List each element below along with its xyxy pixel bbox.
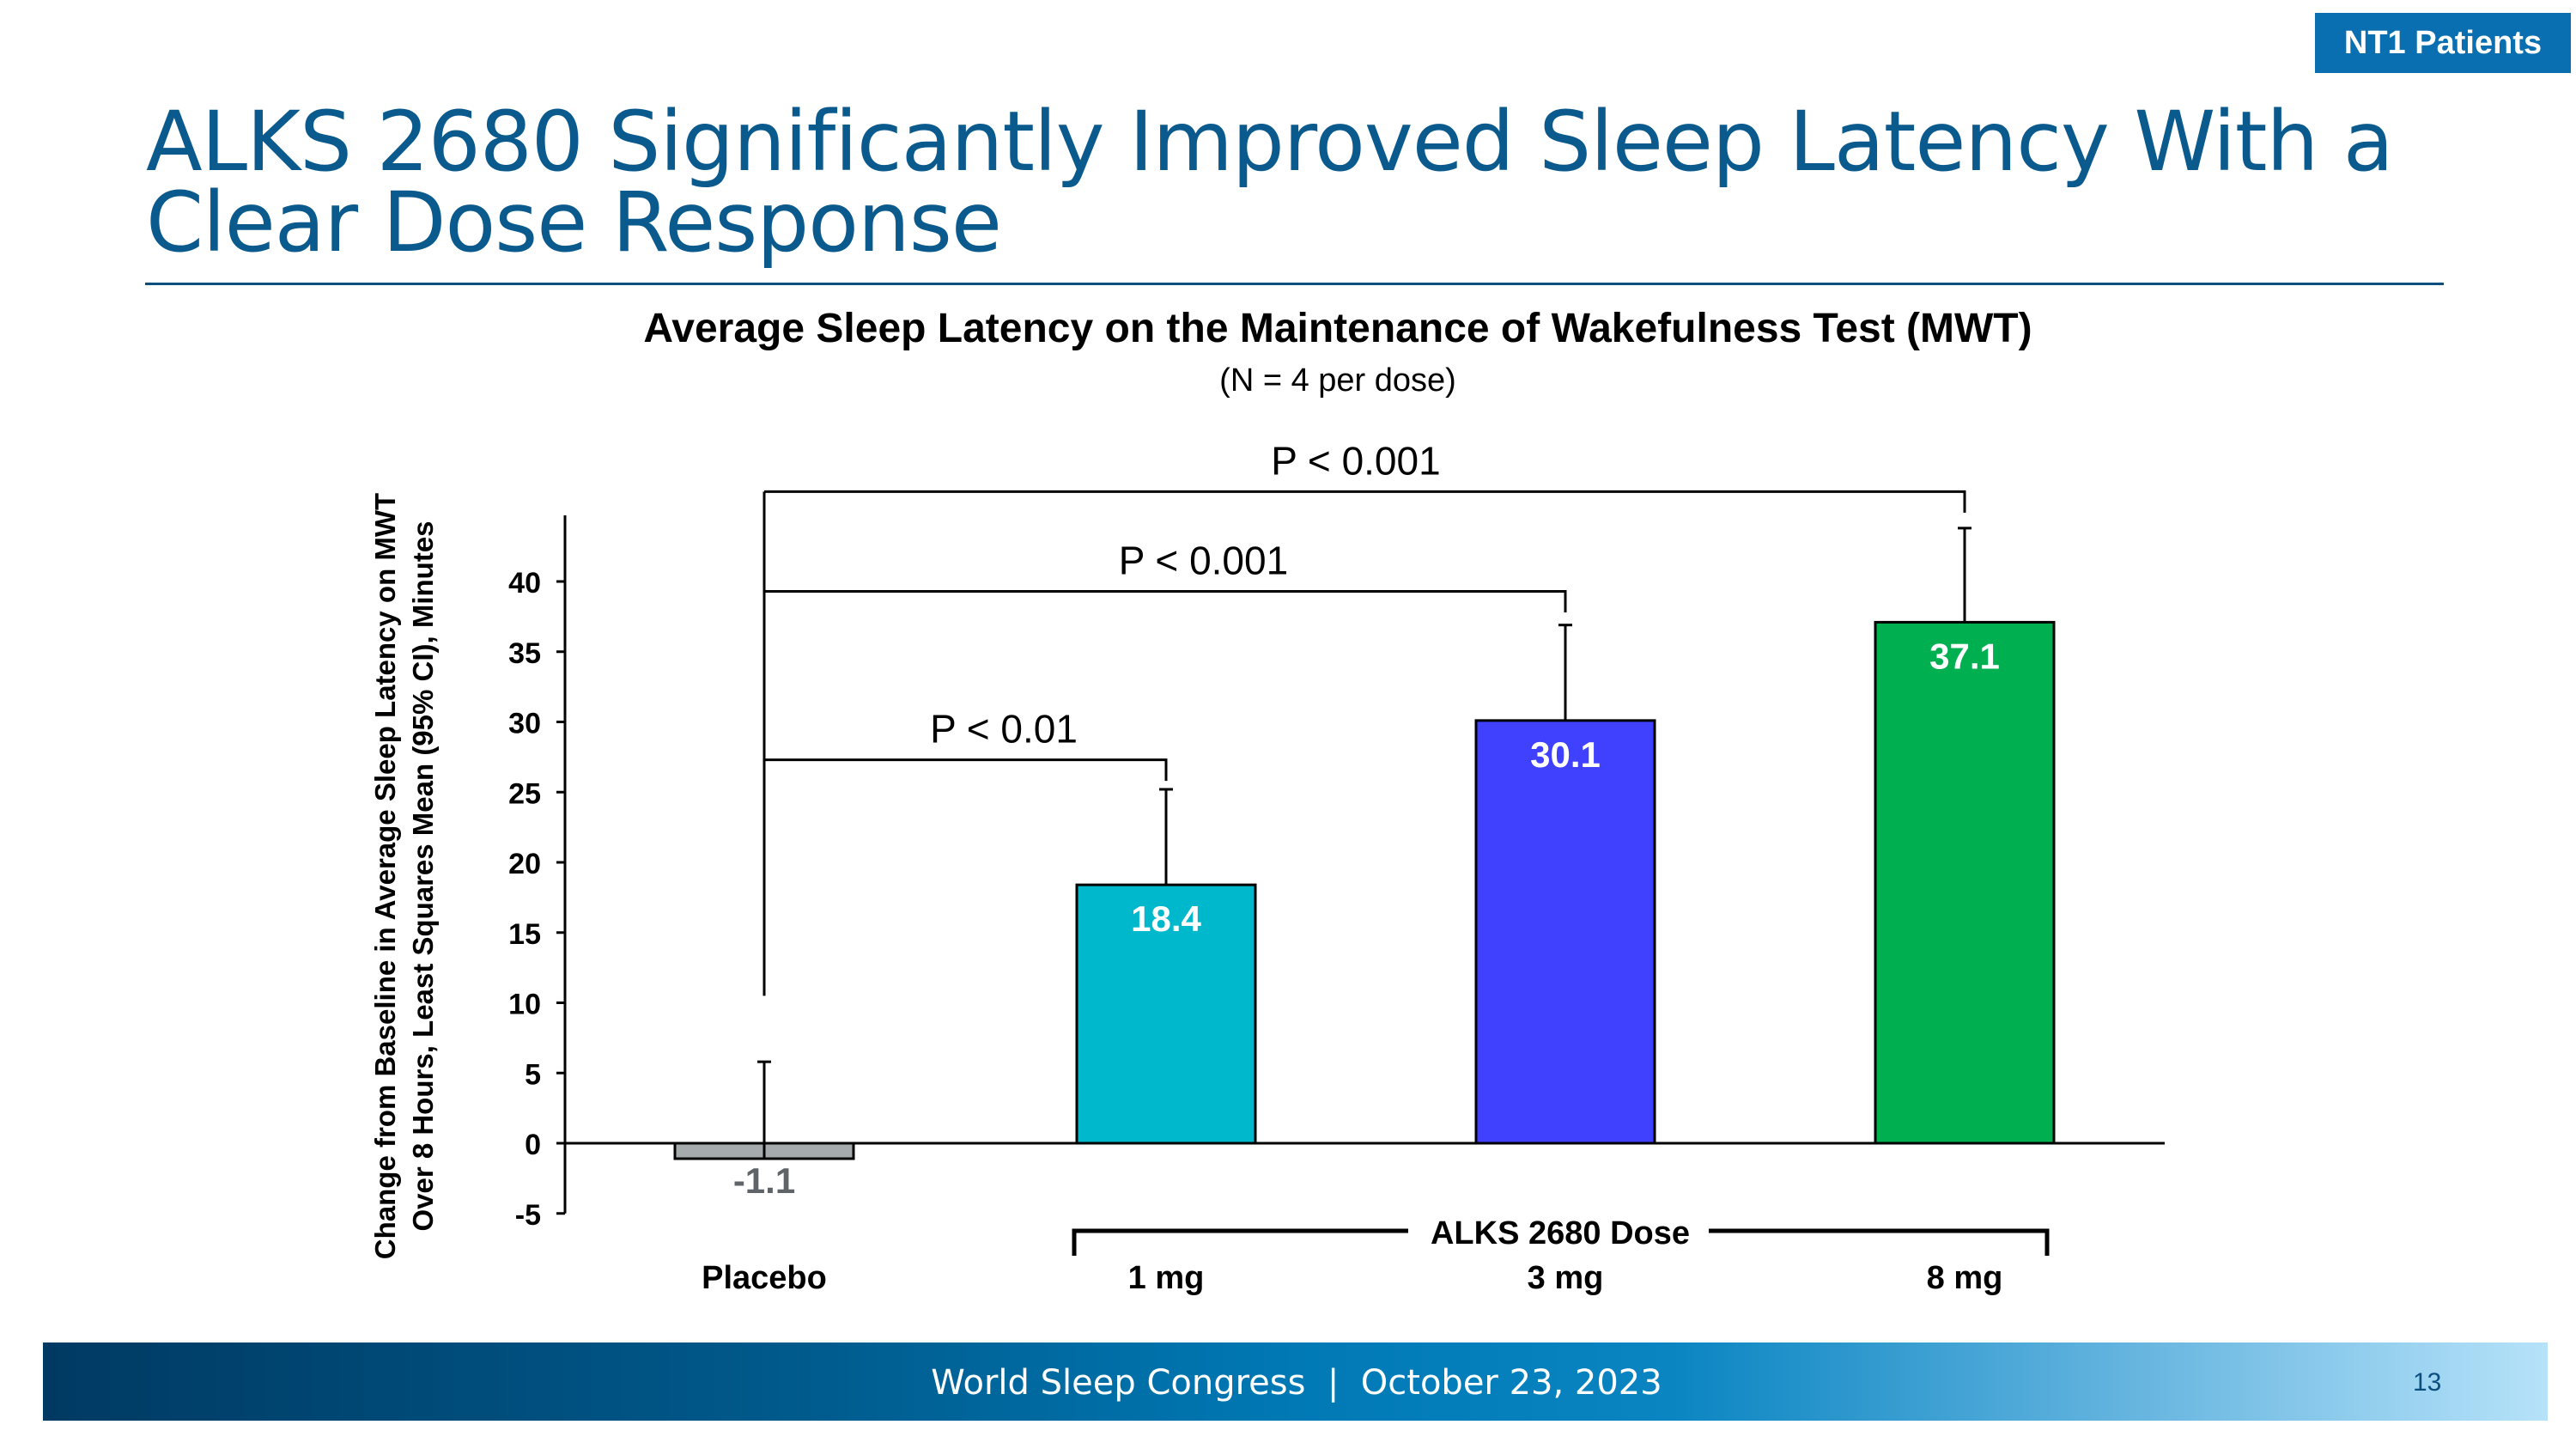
slide-title: ALKS 2680 Significantly Improved Sleep L… [146,94,2394,271]
y-tick-label: 0 [525,1129,541,1161]
data-label: -1.1 [733,1160,795,1201]
data-label: 18.4 [1131,898,1201,939]
x-category-label: Placebo [702,1260,827,1296]
dose-group-bracket-left [1072,1228,1408,1256]
y-tick-label: -5 [515,1199,541,1232]
y-tick-label: 10 [508,989,541,1021]
significance-bracket [764,589,1567,612]
data-label: 37.1 [1929,636,2000,676]
y-tick-label: 20 [508,848,541,880]
dose-group-bracket-right [1709,1228,2050,1256]
significance-bracket [764,490,1966,513]
footer-text: World Sleep Congress | October 23, 2023 [931,1363,1662,1403]
y-tick-label: 35 [508,637,541,670]
nt1-patients-badge: NT1 Patients [2315,13,2571,73]
p-value-label: P < 0.001 [1119,538,1288,582]
data-label: 30.1 [1530,734,1601,775]
p-value-label: P < 0.01 [930,707,1078,752]
x-category-label: 3 mg [1528,1260,1604,1296]
y-tick-label: 40 [508,567,541,600]
y-tick-label: 5 [525,1058,541,1091]
footer-band: World Sleep Congress | October 23, 2023 … [43,1342,2548,1421]
dose-group-label: ALKS 2680 Dose [1431,1215,1690,1251]
bar-8-mg [1874,620,2056,1145]
x-category-label: 1 mg [1128,1260,1205,1296]
y-tick-label: 25 [508,777,541,810]
bar-3-mg [1474,719,1656,1145]
x-category-label: 8 mg [1927,1260,2003,1296]
y-tick-label: 15 [508,918,541,951]
y-tick-label: 30 [508,708,541,740]
chart-subtitle: (N = 4 per dose) [1219,362,1456,399]
p-value-label: P < 0.001 [1271,438,1440,483]
page-number: 13 [2413,1368,2442,1397]
significance-bracket [764,758,1168,782]
title-divider [145,283,2444,285]
chart-title: Average Sleep Latency on the Maintenance… [643,306,2032,351]
